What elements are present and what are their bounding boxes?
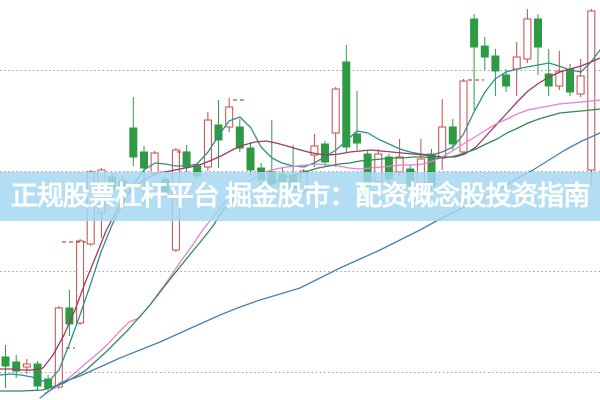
headline-banner: 正规股票杠杆平台 掘金股市：配资概念股投资指南 (0, 172, 600, 221)
headline-text: 正规股票杠杆平台 掘金股市：配资概念股投资指南 (10, 181, 591, 211)
